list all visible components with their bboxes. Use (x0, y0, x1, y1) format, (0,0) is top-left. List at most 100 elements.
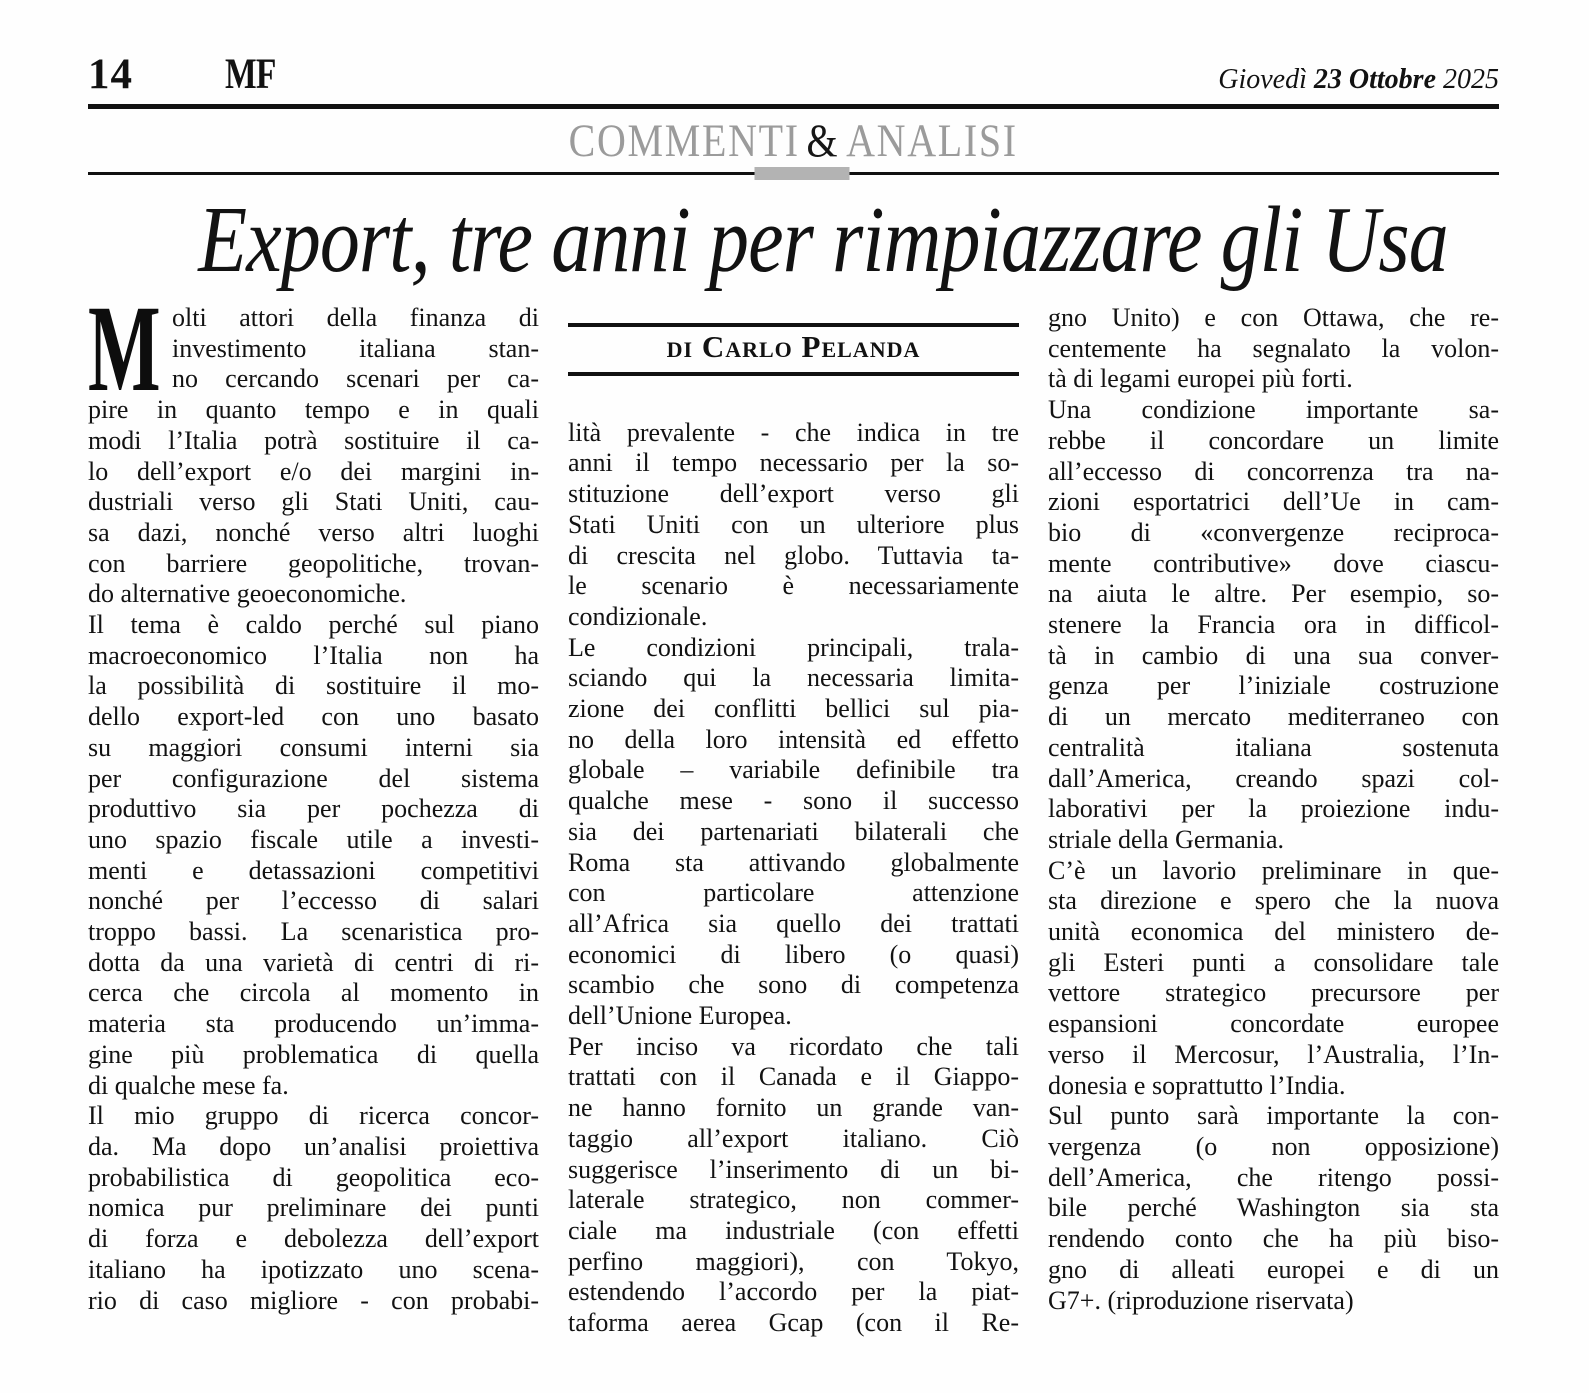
text-line: rio di caso migliore - con probabi- (88, 1285, 539, 1315)
text-line: gine più problematica di quella (88, 1039, 539, 1069)
text-line: per configurazione del sistema (88, 763, 539, 793)
text-line: produttivo sia per pochezza di (88, 794, 539, 824)
paragraph: Il mio gruppo di ricerca concor-da. Ma d… (88, 1101, 539, 1316)
text-line: espansioni concordate europee (1048, 1009, 1499, 1039)
text-line: lo dell’export e/o dei margini in- (88, 456, 539, 486)
text-line: G7+. (riproduzione riservata) (1048, 1285, 1354, 1315)
text-line: dotta da una varietà di centri di ri- (88, 947, 539, 977)
text-line: verso il Mercosur, l’Australia, l’In- (1048, 1039, 1499, 1069)
text-line: gno Unito) e con Ottawa, che re- (1048, 303, 1499, 332)
text-line: la possibilità di sostituire il mo- (88, 671, 539, 701)
text-line: Il mio gruppo di ricerca concor- (88, 1101, 539, 1131)
section-title-right: ANALISI (846, 115, 1019, 167)
date-day-month: 23 Ottobre (1313, 64, 1436, 95)
text-line: vettore strategico precursore per (1048, 978, 1499, 1008)
text-line: Le condizioni principali, trala- (568, 632, 1019, 662)
text-line: zioni esportatrici dell’Ue in cam- (1048, 487, 1499, 517)
text-line: troppo bassi. La scenaristica pro- (88, 917, 539, 947)
text-line: gno di alleati europei e di un (1048, 1254, 1499, 1284)
text-line: investimento italiana stan- (172, 333, 539, 363)
article-column-2: di Carlo Pelanda lità prevalente - che i… (568, 303, 1019, 1339)
text-line: donesia e soprattutto l’India. (1048, 1070, 1346, 1100)
text-line: Una condizione importante sa- (1048, 395, 1499, 425)
text-line: da. Ma dopo un’analisi proiettiva (88, 1131, 539, 1161)
mf-logo: MF (225, 51, 276, 98)
text-line: trattati con il Canada e il Giappo- (568, 1062, 1019, 1092)
text-line: laborativi per la proiezione indu- (1048, 794, 1499, 824)
drop-cap: M (88, 280, 161, 417)
paragraph: Il tema è caldo perché sul piano macroeco… (88, 610, 539, 1101)
masthead-row: 14 MF Giovedì 23 Ottobre 2025 (88, 0, 1499, 99)
paragraph: Le condizioni principali, trala-sciando … (568, 633, 1019, 1032)
text-line: su maggiori consumi interni sia (88, 732, 539, 762)
headline-text: Export, tre anni per rimpiazzare gli Usa (198, 188, 1448, 292)
text-line: gli Esteri punti a consolidare tale (1048, 947, 1499, 977)
text-line: dustriali verso gli Stati Uniti, cau- (88, 487, 539, 517)
text-line: scambio che sono di competenza (568, 970, 1019, 1000)
text-line: Per inciso va ricordato che tali (568, 1031, 1019, 1061)
text-line: di qualche mese fa. (88, 1070, 289, 1100)
column-2-text: lità prevalente - che indica in tre anni … (568, 418, 1019, 1339)
text-line: economici di libero (o quasi) (568, 939, 1019, 969)
text-line: nomica pur preliminare dei punti (88, 1193, 539, 1223)
text-line: dell’America, che ritengo possi- (1048, 1162, 1499, 1192)
section-ampersand: & (806, 115, 840, 167)
date-weekday: Giovedì (1218, 64, 1307, 95)
horizontal-rule-section (88, 167, 1499, 180)
text-line: Il tema è caldo perché sul piano (88, 610, 539, 640)
text-line: dello export-led con uno basato (88, 702, 539, 732)
text-line: dell’Unione Europea. (568, 1001, 792, 1031)
text-line: probabilistica di geopolitica eco- (88, 1162, 539, 1192)
text-line: ne hanno fornito un grande van- (568, 1093, 1019, 1123)
byline-author: di Carlo Pelanda (666, 329, 921, 364)
text-line: all’Africa sia quello dei trattati (568, 908, 1019, 938)
text-line: estendendo l’accordo per la piat- (568, 1277, 1019, 1307)
text-line: sta direzione e spero che la nuova (1048, 886, 1499, 916)
text-line: suggerisce l’inserimento di un bi- (568, 1154, 1019, 1184)
text-line: pire in quanto tempo e in quali (88, 395, 539, 425)
date-year: 2025 (1443, 64, 1499, 95)
horizontal-rule-top (88, 104, 1499, 109)
text-line: do alternative geoeconomiche. (88, 579, 407, 609)
text-line: ciale ma industriale (con effetti (568, 1215, 1019, 1245)
text-line: cerca che circola al momento in (88, 978, 539, 1008)
text-line: di crescita nel globo. Tuttavia ta- (568, 540, 1019, 570)
text-line: centralità italiana sostenuta (1048, 732, 1499, 762)
paragraph: Sul punto sarà importante la con-vergenz… (1048, 1101, 1499, 1316)
section-divider-accent (754, 167, 850, 180)
paragraph: C’è un lavorio preliminare in que-sta di… (1048, 856, 1499, 1102)
section-title: COMMENTI & ANALISI (569, 113, 1018, 169)
text-line: laterale strategico, non commer- (568, 1185, 1019, 1215)
text-line: stenere la Francia ora in difficol- (1048, 610, 1499, 640)
text-line: di un mercato mediterraneo con (1048, 702, 1499, 732)
text-line: le scenario è necessariamente (568, 571, 1019, 601)
text-line: rendendo conto che ha più biso- (1048, 1224, 1499, 1254)
text-line: no cercando scenari per ca- (172, 364, 539, 394)
section-banner: COMMENTI & ANALISI (88, 113, 1499, 169)
text-line: tà di legami europei più forti. (1048, 364, 1353, 394)
text-line: striale della Germania. (1048, 824, 1285, 854)
text-line: genza per l’iniziale costruzione (1048, 671, 1499, 701)
text-line: rebbe il concordare un limite (1048, 425, 1499, 455)
text-line: materia sta producendo un’imma- (88, 1009, 539, 1039)
text-line: vergenza (o non opposizione) (1048, 1131, 1499, 1161)
headline: Export, tre anni per rimpiazzare gli Usa (88, 189, 1499, 293)
byline-box: di Carlo Pelanda (568, 323, 1019, 376)
text-line: taggio all’export italiano. Ciò (568, 1123, 1019, 1153)
text-line: con barriere geopolitiche, trovan- (88, 548, 539, 578)
text-line: centemente ha segnalato la volon- (1048, 333, 1499, 363)
text-line: dall’America, creando spazi col- (1048, 763, 1499, 793)
text-line: na aiuta le altre. Per esempio, so- (1048, 579, 1499, 609)
text-line: bio di «convergenze reciproca- (1048, 517, 1499, 547)
paragraph: Per inciso va ricordato che tali trattati… (568, 1032, 1019, 1339)
text-line: macroeconomico l’Italia non ha (88, 640, 539, 670)
text-line: Roma sta attivando globalmente (568, 847, 1019, 877)
column-1-text: olti attori della finanza di investimento… (88, 303, 539, 1316)
text-line: sa dazi, nonché verso altri luoghi (88, 517, 539, 547)
text-line: uno spazio fiscale utile a investi- (88, 824, 539, 854)
text-line: taforma aerea Gcap (con il Re- (568, 1308, 1019, 1338)
section-title-left: COMMENTI (568, 115, 801, 167)
text-line: modi l’Italia potrà sostituire il ca- (88, 425, 539, 455)
text-line: globale – variabile definibile tra (568, 755, 1019, 785)
article-body: M olti attori della finanza di investimen… (88, 280, 1499, 1339)
